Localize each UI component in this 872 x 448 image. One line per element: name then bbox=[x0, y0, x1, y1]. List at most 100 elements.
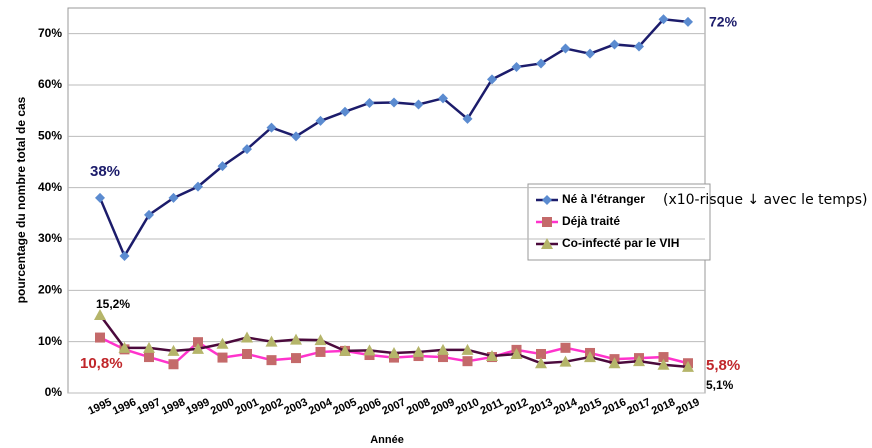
marker bbox=[608, 357, 621, 369]
marker bbox=[265, 335, 278, 347]
marker bbox=[266, 122, 277, 133]
marker bbox=[487, 74, 497, 85]
marker bbox=[510, 347, 523, 359]
marker bbox=[542, 195, 552, 205]
y-tick-label: 50% bbox=[38, 129, 62, 143]
marker bbox=[168, 359, 179, 370]
marker bbox=[462, 113, 473, 124]
marker bbox=[438, 352, 448, 363]
marker bbox=[144, 352, 154, 363]
y-tick-label: 10% bbox=[38, 334, 62, 348]
y-tick-label: 0% bbox=[45, 385, 63, 399]
marker bbox=[94, 308, 106, 320]
y-tick-label: 40% bbox=[38, 180, 62, 194]
marker bbox=[658, 352, 669, 363]
marker bbox=[536, 58, 546, 69]
annotation: 10,8% bbox=[80, 355, 123, 372]
marker bbox=[584, 351, 596, 363]
legend-label: Né à l'étranger bbox=[562, 192, 645, 206]
marker bbox=[363, 344, 376, 356]
marker bbox=[291, 353, 301, 364]
marker bbox=[241, 331, 253, 343]
marker bbox=[266, 355, 277, 366]
y-tick-label: 70% bbox=[38, 26, 62, 40]
marker bbox=[216, 337, 229, 349]
marker bbox=[193, 181, 203, 192]
marker bbox=[95, 332, 105, 343]
x-tick-label: 1995 bbox=[86, 396, 113, 417]
y-axis-title: pourcentage du nombre total de cas bbox=[14, 96, 28, 303]
marker bbox=[461, 343, 474, 355]
marker bbox=[486, 350, 498, 362]
x-tick-label: 2016 bbox=[601, 396, 628, 417]
marker bbox=[144, 209, 154, 220]
marker bbox=[634, 41, 644, 52]
y-tick-label: 60% bbox=[38, 77, 62, 91]
x-tick-label: 2019 bbox=[674, 396, 701, 417]
x-tick-label: 2017 bbox=[625, 396, 652, 417]
y-tick-label: 30% bbox=[38, 231, 62, 245]
legend-box bbox=[527, 183, 711, 261]
annotation: 38% bbox=[90, 163, 120, 180]
marker bbox=[217, 161, 228, 172]
marker bbox=[167, 344, 180, 356]
marker bbox=[217, 352, 228, 363]
marker bbox=[314, 334, 327, 346]
marker bbox=[389, 97, 399, 108]
marker bbox=[242, 348, 252, 359]
marker bbox=[340, 106, 350, 117]
marker bbox=[192, 342, 204, 354]
marker bbox=[388, 346, 400, 358]
x-axis-title: Année bbox=[370, 434, 404, 446]
marker bbox=[413, 99, 424, 110]
marker bbox=[95, 192, 105, 203]
marker bbox=[462, 356, 473, 367]
marker bbox=[118, 341, 131, 353]
marker bbox=[364, 97, 375, 108]
marker bbox=[609, 39, 620, 50]
x-tick-label: 1997 bbox=[135, 396, 162, 417]
marker bbox=[168, 192, 179, 203]
legend-label: Co-infecté par le VIH bbox=[562, 236, 679, 250]
x-tick-label: 2012 bbox=[503, 396, 530, 417]
marker bbox=[438, 93, 448, 104]
marker bbox=[193, 337, 203, 348]
annotation: 5,1% bbox=[706, 378, 734, 392]
marker bbox=[541, 238, 553, 249]
x-tick-label: 2001 bbox=[233, 396, 260, 417]
marker bbox=[315, 115, 326, 126]
marker bbox=[536, 348, 546, 359]
x-tick-label: 1999 bbox=[184, 396, 211, 417]
x-tick-label: 2007 bbox=[380, 396, 407, 417]
marker bbox=[657, 358, 670, 370]
x-tick-label: 2018 bbox=[650, 396, 677, 417]
x-tick-label: 2010 bbox=[454, 396, 481, 417]
x-tick-label: 2000 bbox=[209, 396, 236, 417]
x-tick-label: 1998 bbox=[160, 396, 187, 417]
marker bbox=[535, 357, 547, 369]
marker bbox=[560, 342, 571, 353]
marker bbox=[542, 217, 552, 227]
marker bbox=[143, 341, 155, 353]
x-tick-label: 2015 bbox=[576, 396, 603, 417]
marker bbox=[339, 344, 351, 356]
x-tick-label: 2006 bbox=[356, 396, 383, 417]
marker bbox=[290, 333, 302, 345]
x-tick-label: 2005 bbox=[331, 396, 358, 417]
marker bbox=[291, 131, 301, 142]
marker bbox=[633, 355, 645, 367]
y-tick-label: 20% bbox=[38, 283, 62, 297]
marker bbox=[511, 62, 522, 73]
annotation: 72% bbox=[709, 14, 738, 30]
legend-label: Déjà traité bbox=[562, 214, 620, 228]
marker bbox=[585, 48, 595, 59]
marker bbox=[560, 43, 571, 54]
marker bbox=[119, 250, 130, 261]
marker bbox=[682, 360, 694, 372]
annotation: 5,8% bbox=[706, 357, 740, 374]
x-tick-label: 1996 bbox=[111, 396, 138, 417]
marker bbox=[412, 345, 425, 357]
marker bbox=[242, 144, 252, 155]
x-tick-label: 2002 bbox=[258, 396, 285, 417]
